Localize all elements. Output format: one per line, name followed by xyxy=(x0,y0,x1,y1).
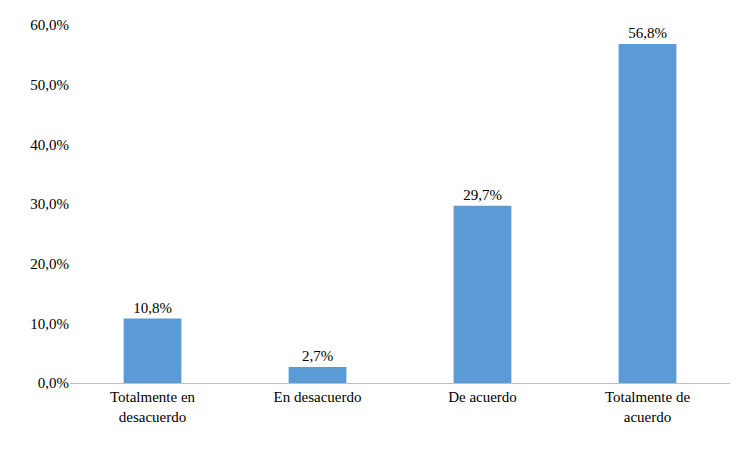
svg-text:En desacuerdo: En desacuerdo xyxy=(274,389,362,405)
svg-text:0,0%: 0,0% xyxy=(38,375,69,391)
svg-text:10,0%: 10,0% xyxy=(30,316,69,332)
svg-text:29,7%: 29,7% xyxy=(463,187,502,203)
svg-text:40,0%: 40,0% xyxy=(30,137,69,153)
svg-text:56,8%: 56,8% xyxy=(628,25,667,41)
svg-text:10,8%: 10,8% xyxy=(133,300,172,316)
svg-text:2,7%: 2,7% xyxy=(302,348,333,364)
svg-text:20,0%: 20,0% xyxy=(30,256,69,272)
svg-text:Totalmente deacuerdo: Totalmente deacuerdo xyxy=(605,389,691,425)
svg-text:50,0%: 50,0% xyxy=(30,77,69,93)
svg-text:60,0%: 60,0% xyxy=(30,17,69,33)
svg-text:De acuerdo: De acuerdo xyxy=(448,389,517,405)
svg-text:Totalmente endesacuerdo: Totalmente endesacuerdo xyxy=(110,389,196,425)
svg-text:30,0%: 30,0% xyxy=(30,196,69,212)
